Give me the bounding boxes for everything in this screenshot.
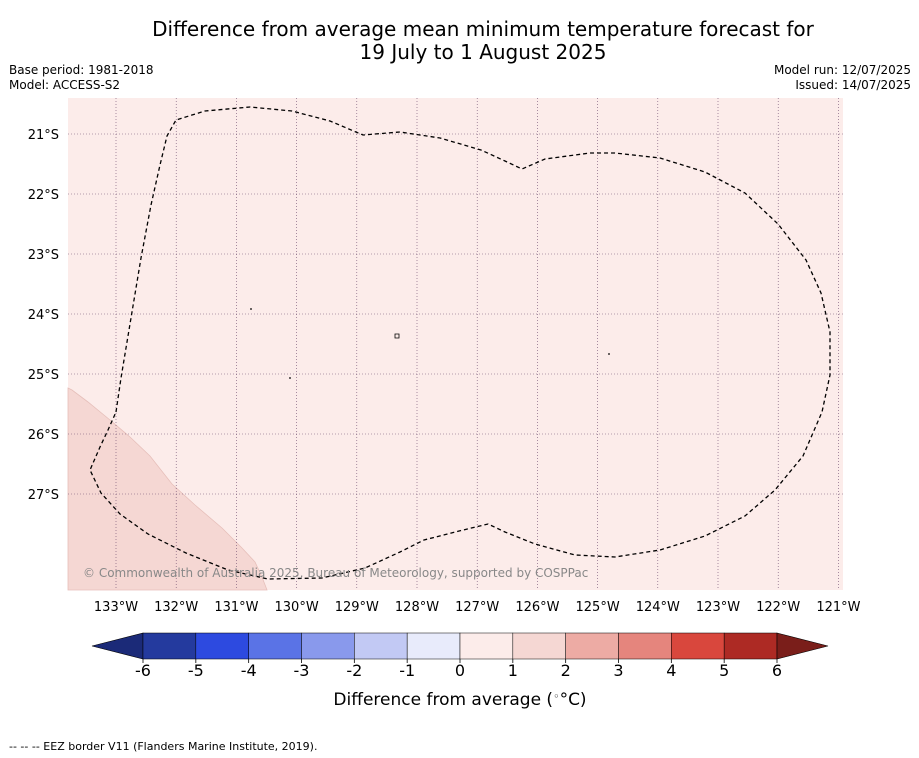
- eez-footnote: -- -- -- EEZ border V11 (Flanders Marine…: [9, 740, 318, 753]
- colorbar-tick-label: -6: [135, 661, 151, 680]
- latitude-labels: 21°S 22°S 23°S 24°S 25°S 26°S 27°S: [28, 128, 59, 503]
- longitude-tick-label: 123°W: [696, 600, 740, 615]
- map-credit: © Commonwealth of Australia 2025, Bureau…: [83, 566, 588, 580]
- longitude-tick-label: 127°W: [455, 600, 499, 615]
- colorbar-tick-label: 5: [719, 661, 729, 680]
- island-marker: [608, 353, 610, 355]
- colorbar-segment: [671, 632, 725, 660]
- colorbar-segment: [565, 632, 619, 660]
- colorbar-segment: [723, 632, 778, 660]
- longitude-tick-label: 133°W: [94, 600, 138, 615]
- colorbar-segment: [618, 632, 672, 660]
- colorbar-segment: [142, 632, 197, 660]
- longitude-tick-label: 124°W: [636, 600, 680, 615]
- colorbar-tick-label: 1: [508, 661, 518, 680]
- colorbar-tick-label: -1: [399, 661, 415, 680]
- colorbar-ticks: -6 -5 -4 -3 -2 -1 0 1 2 3 4 5 6: [135, 659, 782, 680]
- colorbar-segment: [406, 632, 461, 660]
- colorbar-tick-label: 0: [455, 661, 465, 680]
- longitude-tick-label: 125°W: [576, 600, 620, 615]
- chart-title: Difference from average mean minimum tem…: [0, 18, 919, 64]
- longitude-tick-label: 126°W: [515, 600, 559, 615]
- colorbar: [142, 632, 778, 660]
- longitude-tick-label: 129°W: [335, 600, 379, 615]
- colorbar-tick-label: 4: [666, 661, 676, 680]
- title-line-2: 19 July to 1 August 2025: [359, 40, 607, 64]
- base-period-text: Base period: 1981-2018: [9, 63, 154, 77]
- longitude-tick-label: 131°W: [214, 600, 258, 615]
- latitude-tick-label: 23°S: [28, 248, 59, 263]
- island-marker: [250, 308, 252, 310]
- colorbar-segment: [195, 632, 249, 660]
- colorbar-tick-label: 3: [613, 661, 623, 680]
- latitude-tick-label: 22°S: [28, 188, 59, 203]
- longitude-tick-label: 121°W: [816, 600, 860, 615]
- title-line-1: Difference from average mean minimum tem…: [152, 17, 814, 41]
- colorbar-segment: [354, 632, 408, 660]
- island-marker: [394, 333, 400, 339]
- colorbar-segment: [301, 632, 355, 660]
- colorbar-tick-label: -4: [241, 661, 257, 680]
- latitude-tick-label: 25°S: [28, 368, 59, 383]
- graticule: [68, 98, 843, 590]
- model-run-text: Model run: 12/07/2025: [773, 63, 911, 77]
- colorbar-tick-label: 6: [772, 661, 782, 680]
- latitude-tick-label: 24°S: [28, 308, 59, 323]
- colorbar-segment: [512, 632, 566, 660]
- colorbar-label: Difference from average (◦°C): [333, 690, 586, 710]
- model-text: Model: ACCESS-S2: [9, 78, 121, 92]
- longitude-tick-label: 132°W: [154, 600, 198, 615]
- longitude-labels: 133°W 132°W 131°W 130°W 129°W 128°W 127°W 126°W…: [94, 600, 861, 615]
- eez-border: [89, 106, 831, 580]
- colorbar-tick-label: -5: [188, 661, 204, 680]
- info-right: Model run: 12/07/2025 Issued: 14/07/2025: [774, 63, 911, 93]
- anomaly-region-southwest: [67, 387, 268, 591]
- colorbar-segment: [248, 632, 302, 660]
- longitude-tick-label: 128°W: [395, 600, 439, 615]
- latitude-tick-label: 21°S: [28, 128, 59, 143]
- latitude-tick-label: 27°S: [28, 488, 59, 503]
- colorbar-tick-label: -2: [346, 661, 362, 680]
- latitude-tick-label: 26°S: [28, 428, 59, 443]
- longitude-tick-label: 122°W: [756, 600, 800, 615]
- colorbar-tick-label: 2: [561, 661, 571, 680]
- island-marker: [289, 377, 291, 379]
- longitude-tick-label: 130°W: [275, 600, 319, 615]
- issued-text: Issued: 14/07/2025: [795, 78, 911, 92]
- colorbar-segment: [459, 632, 514, 660]
- colorbar-under-triangle: [91, 632, 144, 660]
- info-left: Base period: 1981-2018 Model: ACCESS-S2: [9, 63, 154, 93]
- colorbar-over-triangle: [776, 632, 829, 660]
- colorbar-tick-label: -3: [294, 661, 310, 680]
